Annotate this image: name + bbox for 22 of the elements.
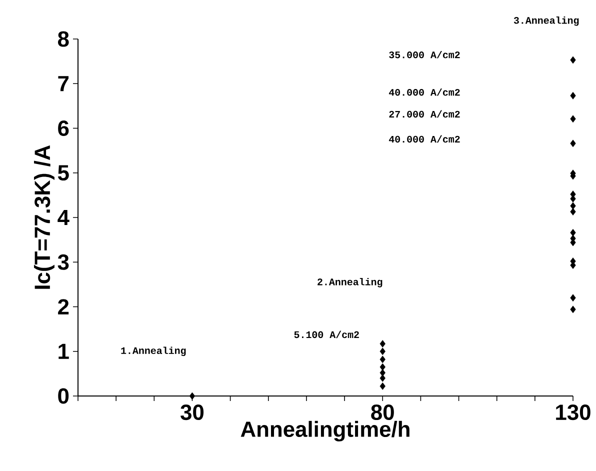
x-tick-label: 130 [556, 404, 590, 420]
annotation: 1.Annealing [121, 346, 186, 356]
text: 3.Annealing [514, 16, 579, 26]
y-tick-label: 5 [58, 165, 69, 181]
x-axis-title: Annealingtime/h [240, 420, 410, 442]
annotation: 40.000 A/cm2 [388, 135, 460, 143]
annotation: 35.000 A/cm2 [389, 50, 460, 58]
y-tick-label: 2 [58, 299, 69, 314]
y-tick-label: 4 [58, 210, 70, 226]
y-tick-label: 0 [58, 388, 69, 404]
y-tick-label: 3 [58, 254, 69, 270]
annotation: 40.000 A/cm2 [388, 88, 460, 96]
annotation: 2.Annealing [318, 278, 382, 288]
y-axis-title: Ic(T=77.3K) /A [34, 145, 54, 289]
annotation: 5.100 A/cm2 [294, 330, 359, 338]
x-tick-label: 30 [180, 404, 204, 420]
y-tick-label: 1 [58, 344, 69, 359]
y-tick-label: 7 [58, 76, 69, 92]
x-tick-label: 80 [371, 404, 394, 420]
annotation: 27.000 A/cm2 [389, 110, 460, 118]
y-tick-label: 8 [58, 31, 69, 47]
y-tick-label: 6 [58, 120, 69, 136]
